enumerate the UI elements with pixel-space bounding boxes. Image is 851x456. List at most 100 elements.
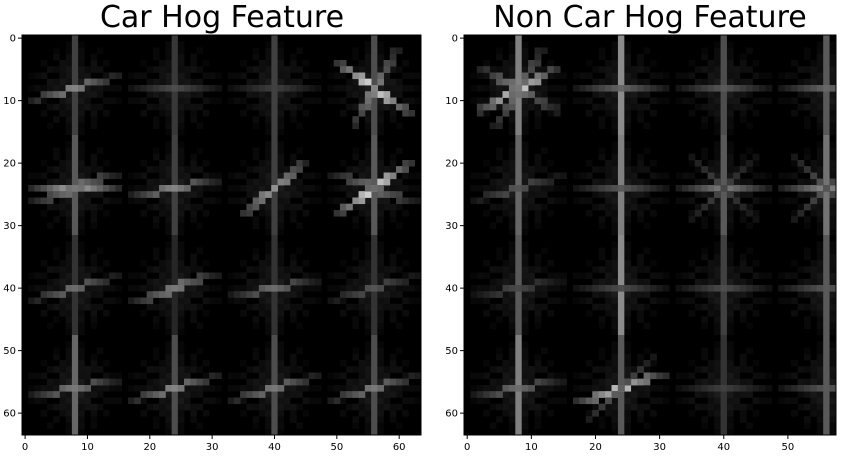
hog-pixel bbox=[127, 185, 135, 192]
hog-pixel bbox=[496, 53, 503, 61]
hog-pixel bbox=[377, 222, 384, 230]
hog-pixel bbox=[829, 297, 836, 305]
hog-pixel bbox=[714, 310, 721, 317]
hog-pixel bbox=[521, 122, 529, 130]
hog-pixel bbox=[177, 197, 185, 205]
hog-pixel bbox=[521, 372, 529, 380]
hog-pixel bbox=[489, 203, 497, 211]
hog-pixel bbox=[177, 241, 185, 248]
hog-pixel bbox=[165, 366, 172, 373]
hog-pixel bbox=[377, 78, 384, 86]
hog-pixel bbox=[810, 291, 818, 298]
hog-pixel bbox=[534, 166, 542, 173]
hog-pixel bbox=[283, 372, 291, 380]
hog-pixel bbox=[152, 178, 160, 186]
hog-pixel bbox=[540, 247, 548, 255]
hog-pixel bbox=[377, 97, 384, 105]
hog-pixel bbox=[339, 60, 347, 67]
hog-pixel bbox=[190, 66, 197, 73]
hog-pixel bbox=[842, 279, 849, 286]
hog-pixel bbox=[358, 85, 366, 92]
hog-pixel bbox=[258, 278, 266, 286]
hog-pixel bbox=[611, 153, 619, 161]
hog-pixel bbox=[383, 78, 391, 86]
hog-pixel bbox=[364, 403, 372, 411]
hog-pixel bbox=[265, 166, 272, 173]
hog-pixel bbox=[476, 110, 484, 117]
hog-pixel bbox=[682, 85, 689, 92]
hog-pixel bbox=[339, 391, 347, 398]
hog-pixel bbox=[842, 85, 849, 92]
hog-pixel bbox=[290, 191, 297, 198]
hog-pixel bbox=[333, 172, 341, 180]
hog-pixel bbox=[528, 203, 535, 211]
hog-pixel bbox=[290, 216, 297, 223]
hog-pixel bbox=[508, 272, 516, 280]
hog-pixel bbox=[483, 210, 490, 217]
hog-pixel bbox=[202, 297, 210, 305]
hog-pixel bbox=[803, 122, 811, 130]
hog-pixel bbox=[650, 197, 657, 205]
hog-pixel bbox=[579, 285, 587, 292]
hog-pixel bbox=[701, 278, 709, 286]
hog-pixel bbox=[508, 185, 516, 192]
hog-pixel bbox=[662, 272, 670, 280]
hog-pixel bbox=[521, 366, 529, 373]
hog-pixel bbox=[643, 85, 651, 92]
hog-pixel bbox=[694, 303, 702, 311]
hog-pixel bbox=[508, 297, 516, 305]
hog-pixel bbox=[196, 222, 204, 230]
hog-pixel bbox=[177, 91, 185, 98]
hog-cell bbox=[327, 135, 421, 236]
hog-pixel bbox=[803, 216, 811, 223]
hog-pixel bbox=[829, 247, 836, 255]
hog-pixel bbox=[396, 85, 403, 92]
hog-pixel bbox=[836, 73, 843, 80]
hog-pixel bbox=[277, 91, 285, 98]
hog-pixel bbox=[202, 85, 210, 92]
hog-pixel bbox=[339, 85, 347, 92]
hog-pixel bbox=[726, 297, 734, 305]
hog-pixel bbox=[103, 378, 110, 386]
hog-pixel bbox=[40, 210, 48, 217]
hog-pixel bbox=[829, 228, 836, 236]
hog-pixel bbox=[177, 116, 185, 123]
hog-pixel bbox=[277, 185, 285, 192]
hog-pixel bbox=[352, 222, 359, 230]
hog-pixel bbox=[177, 316, 185, 323]
hog-pixel bbox=[829, 278, 836, 286]
hog-pixel bbox=[389, 178, 397, 186]
hog-pixel bbox=[127, 85, 135, 92]
hog-pixel bbox=[611, 360, 619, 367]
hog-pixel bbox=[585, 160, 593, 167]
hog-pixel bbox=[521, 66, 529, 73]
hog-pixel bbox=[377, 178, 384, 186]
hog-pixel bbox=[377, 310, 384, 317]
hog-pixel bbox=[352, 347, 359, 355]
hog-pixel bbox=[358, 103, 366, 111]
hog-pixel bbox=[327, 97, 335, 105]
hog-cell bbox=[573, 135, 670, 236]
hog-pixel bbox=[78, 241, 85, 248]
hog-pixel bbox=[59, 278, 66, 286]
hog-pixel bbox=[296, 403, 303, 411]
hog-pixel bbox=[352, 253, 359, 261]
hog-pixel bbox=[65, 422, 73, 430]
hog-pixel bbox=[389, 253, 397, 261]
hog-pixel bbox=[553, 297, 561, 305]
hog-pixel bbox=[90, 160, 98, 167]
hog-pixel bbox=[611, 266, 619, 273]
hog-pixel bbox=[598, 116, 606, 123]
hog-pixel bbox=[246, 391, 253, 398]
hog-pixel bbox=[592, 103, 599, 111]
hog-pixel bbox=[246, 203, 253, 211]
hog-pixel bbox=[611, 260, 619, 267]
hog-pixel bbox=[358, 303, 366, 311]
hog-pixel bbox=[377, 128, 384, 136]
hog-pixel bbox=[53, 347, 60, 355]
hog-pixel bbox=[383, 66, 391, 73]
hog-pixel bbox=[34, 185, 42, 192]
hog-pixel bbox=[521, 78, 529, 86]
hog-pixel bbox=[746, 247, 753, 255]
hog-pixel bbox=[177, 416, 185, 423]
